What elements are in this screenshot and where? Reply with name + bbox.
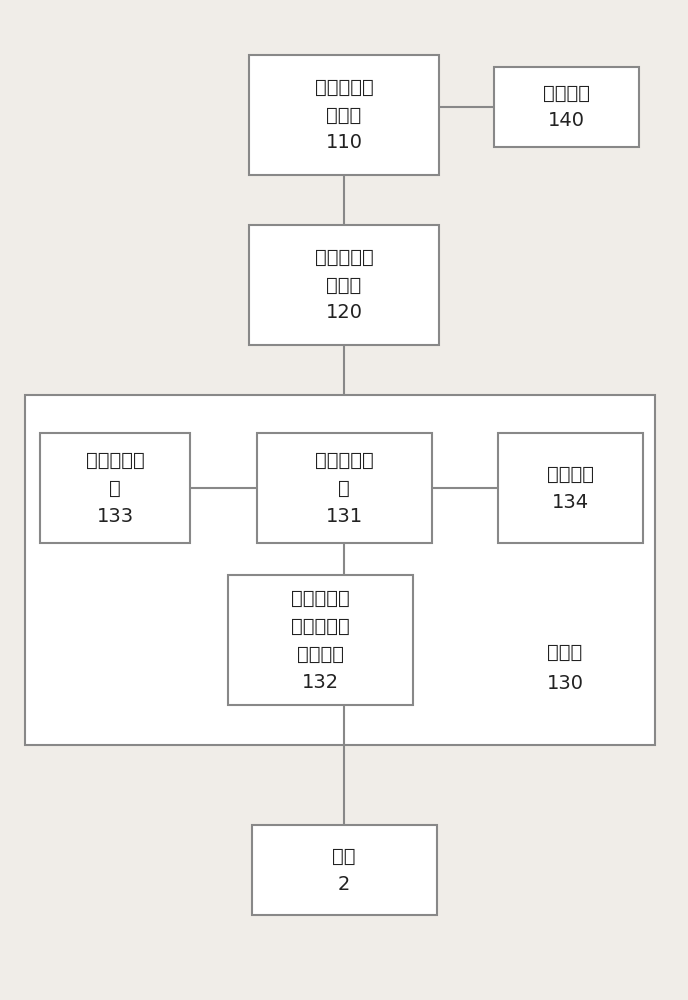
Text: 电源模块
134: 电源模块 134 <box>546 464 594 512</box>
Bar <box>257 433 431 543</box>
Text: 电脑
2: 电脑 2 <box>332 846 356 894</box>
Bar <box>40 433 190 543</box>
Text: 通讯专用接
口
133: 通讯专用接 口 133 <box>85 450 144 526</box>
Text: 颗粒物采样
切割器
110: 颗粒物采样 切割器 110 <box>314 78 374 152</box>
Bar <box>493 67 638 147</box>
Bar <box>249 225 439 345</box>
Text: 显示装置
140: 显示装置 140 <box>543 84 590 130</box>
Text: 电路板
130: 电路板 130 <box>546 643 583 693</box>
Bar <box>252 825 436 915</box>
Text: 数据处理模
块
131: 数据处理模 块 131 <box>314 450 374 526</box>
Bar <box>25 395 655 745</box>
Text: 质量浓度转
换系数外部
设置接口
132: 质量浓度转 换系数外部 设置接口 132 <box>290 588 350 692</box>
Text: 散射光强度
检测仪
120: 散射光强度 检测仪 120 <box>314 247 374 322</box>
Bar <box>228 575 413 705</box>
Bar <box>497 433 643 543</box>
Bar <box>249 55 439 175</box>
